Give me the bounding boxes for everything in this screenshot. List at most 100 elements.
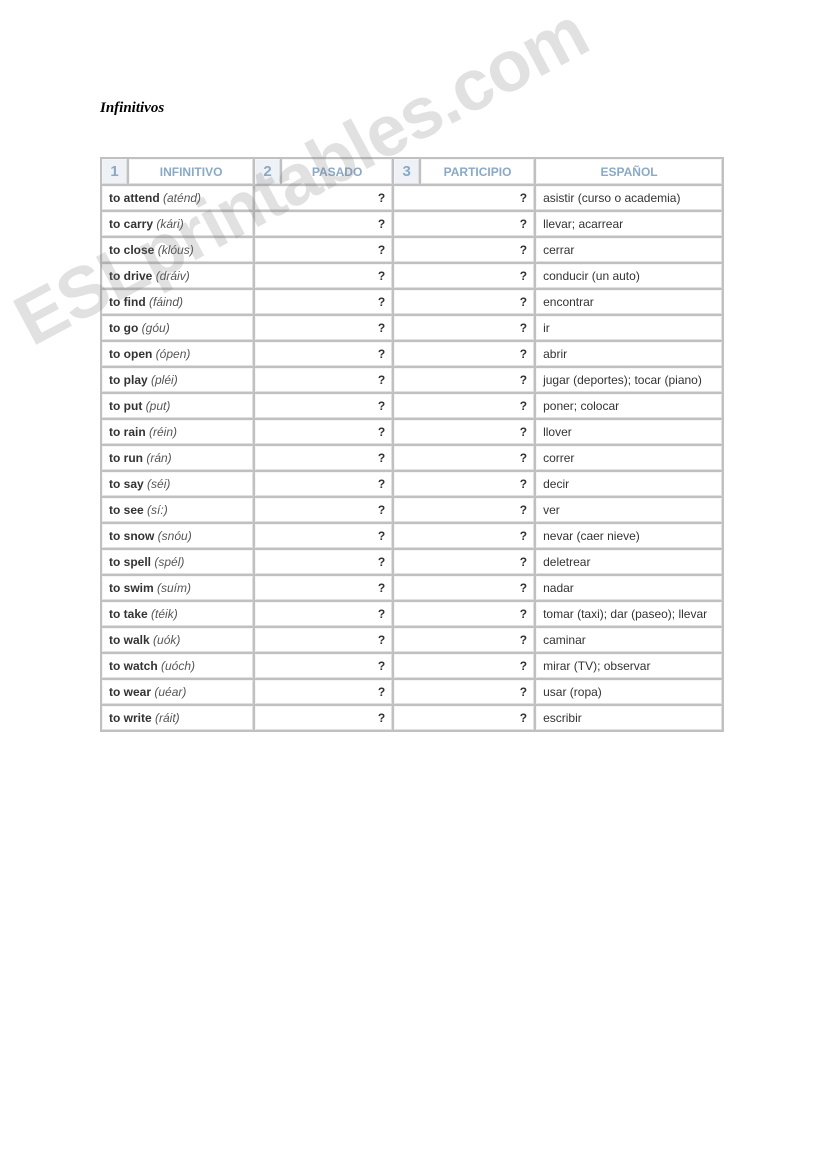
verb-text: to carry	[109, 217, 153, 231]
pronunciation-text: (suím)	[157, 581, 191, 595]
cell-infinitive: to run (rán)	[102, 446, 253, 470]
cell-pasado: ?	[255, 290, 392, 314]
cell-infinitive: to walk (uók)	[102, 628, 253, 652]
verb-text: to go	[109, 321, 138, 335]
pronunciation-text: (uéar)	[154, 685, 186, 699]
table-row: to see (sí:)??ver	[102, 498, 722, 522]
cell-espanol: cerrar	[536, 238, 722, 262]
cell-espanol: llover	[536, 420, 722, 444]
cell-espanol: nadar	[536, 576, 722, 600]
verb-text: to see	[109, 503, 144, 517]
cell-pasado: ?	[255, 680, 392, 704]
cell-espanol: conducir (un auto)	[536, 264, 722, 288]
table-row: to watch (uóch)??mirar (TV); observar	[102, 654, 722, 678]
table-row: to go (góu)??ir	[102, 316, 722, 340]
cell-infinitive: to find (fáind)	[102, 290, 253, 314]
verb-text: to find	[109, 295, 146, 309]
cell-espanol: llevar; acarrear	[536, 212, 722, 236]
cell-participio: ?	[394, 342, 534, 366]
cell-participio: ?	[394, 316, 534, 340]
pronunciation-text: (rán)	[146, 451, 171, 465]
verb-text: to close	[109, 243, 154, 257]
verb-text: to rain	[109, 425, 146, 439]
cell-espanol: poner; colocar	[536, 394, 722, 418]
table-row: to take (téik)??tomar (taxi); dar (paseo…	[102, 602, 722, 626]
verb-text: to run	[109, 451, 143, 465]
col-num-2: 2	[255, 159, 280, 184]
verb-text: to swim	[109, 581, 154, 595]
table-row: to carry (kári)??llevar; acarrear	[102, 212, 722, 236]
cell-espanol: usar (ropa)	[536, 680, 722, 704]
pronunciation-text: (snóu)	[158, 529, 192, 543]
pronunciation-text: (réin)	[149, 425, 177, 439]
cell-participio: ?	[394, 524, 534, 548]
table-row: to put (put)??poner; colocar	[102, 394, 722, 418]
col-participio: PARTICIPIO	[421, 159, 534, 184]
table-row: to wear (uéar)??usar (ropa)	[102, 680, 722, 704]
cell-participio: ?	[394, 264, 534, 288]
cell-infinitive: to close (klóus)	[102, 238, 253, 262]
cell-pasado: ?	[255, 446, 392, 470]
cell-infinitive: to take (téik)	[102, 602, 253, 626]
table-row: to play (pléi)??jugar (deportes); tocar …	[102, 368, 722, 392]
table-row: to swim (suím)??nadar	[102, 576, 722, 600]
cell-participio: ?	[394, 186, 534, 210]
cell-infinitive: to put (put)	[102, 394, 253, 418]
cell-pasado: ?	[255, 186, 392, 210]
cell-infinitive: to open (ópen)	[102, 342, 253, 366]
cell-pasado: ?	[255, 498, 392, 522]
pronunciation-text: (aténd)	[163, 191, 201, 205]
col-infinitivo: INFINITIVO	[129, 159, 253, 184]
cell-participio: ?	[394, 238, 534, 262]
cell-pasado: ?	[255, 316, 392, 340]
verb-text: to walk	[109, 633, 150, 647]
pronunciation-text: (séi)	[147, 477, 170, 491]
table-row: to close (klóus)??cerrar	[102, 238, 722, 262]
cell-espanol: decir	[536, 472, 722, 496]
verb-text: to wear	[109, 685, 151, 699]
cell-infinitive: to attend (aténd)	[102, 186, 253, 210]
table-row: to say (séi)??decir	[102, 472, 722, 496]
verb-text: to drive	[109, 269, 152, 283]
cell-espanol: deletrear	[536, 550, 722, 574]
pronunciation-text: (dráiv)	[156, 269, 190, 283]
pronunciation-text: (ópen)	[156, 347, 191, 361]
table-row: to write (ráit)??escribir	[102, 706, 722, 730]
cell-pasado: ?	[255, 576, 392, 600]
pronunciation-text: (uóch)	[161, 659, 195, 673]
cell-participio: ?	[394, 472, 534, 496]
cell-espanol: encontrar	[536, 290, 722, 314]
cell-infinitive: to swim (suím)	[102, 576, 253, 600]
cell-espanol: asistir (curso o academia)	[536, 186, 722, 210]
cell-participio: ?	[394, 706, 534, 730]
cell-participio: ?	[394, 576, 534, 600]
col-num-1: 1	[102, 159, 127, 184]
verb-text: to put	[109, 399, 142, 413]
cell-espanol: tomar (taxi); dar (paseo); llevar	[536, 602, 722, 626]
cell-pasado: ?	[255, 550, 392, 574]
cell-pasado: ?	[255, 342, 392, 366]
verbs-table: 1 INFINITIVO 2 PASADO 3 PARTICIPIO ESPAÑ…	[100, 157, 724, 732]
cell-espanol: caminar	[536, 628, 722, 652]
page-title: Infinitivos	[100, 100, 731, 117]
cell-participio: ?	[394, 290, 534, 314]
cell-infinitive: to play (pléi)	[102, 368, 253, 392]
pronunciation-text: (pléi)	[151, 373, 178, 387]
table-row: to open (ópen)??abrir	[102, 342, 722, 366]
cell-pasado: ?	[255, 524, 392, 548]
cell-pasado: ?	[255, 628, 392, 652]
pronunciation-text: (téik)	[151, 607, 178, 621]
cell-pasado: ?	[255, 472, 392, 496]
verb-text: to play	[109, 373, 148, 387]
cell-infinitive: to go (góu)	[102, 316, 253, 340]
cell-participio: ?	[394, 680, 534, 704]
table-row: to rain (réin)??llover	[102, 420, 722, 444]
cell-participio: ?	[394, 212, 534, 236]
cell-pasado: ?	[255, 212, 392, 236]
cell-infinitive: to carry (kári)	[102, 212, 253, 236]
table-row: to find (fáind)??encontrar	[102, 290, 722, 314]
cell-pasado: ?	[255, 368, 392, 392]
cell-infinitive: to see (sí:)	[102, 498, 253, 522]
cell-infinitive: to write (ráit)	[102, 706, 253, 730]
table-row: to snow (snóu)??nevar (caer nieve)	[102, 524, 722, 548]
